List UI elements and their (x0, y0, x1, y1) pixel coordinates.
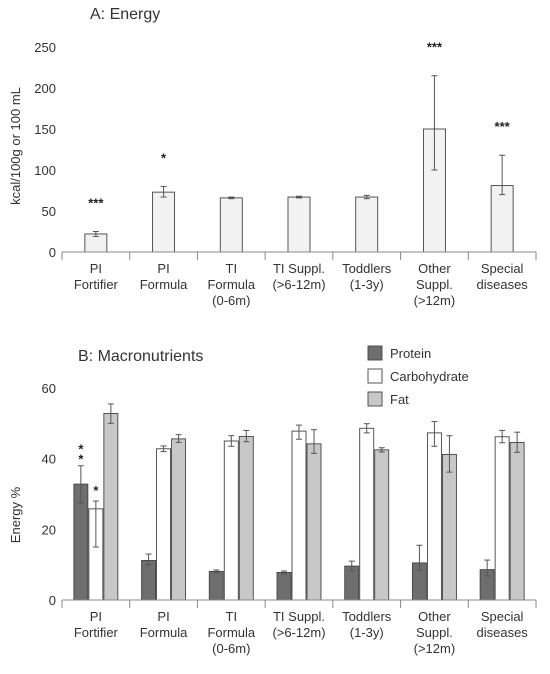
panel-a-category-label: (>12m) (414, 293, 456, 308)
panel-a-category-label: Suppl. (416, 277, 453, 292)
panel-a-category-label: Special (481, 261, 524, 276)
panel-b-x-axis (61, 599, 537, 608)
panel-b-category-label: (0-6m) (212, 641, 250, 656)
panel-a-category-label: (1-3y) (350, 277, 384, 292)
panel-a-bar (152, 191, 176, 253)
panel-b-bar-fat (509, 441, 525, 601)
panel-a-error-bars (92, 75, 506, 237)
panel-a-energy-chart: A: Energy kcal/100g or 100 mL 0 50 100 150 2… (8, 6, 537, 308)
panel-b-significance-marker: * (78, 452, 84, 467)
panel-a-y-tick-label: 150 (34, 122, 56, 137)
panel-b-category-label: Formula (207, 625, 255, 640)
panel-b-bar-fat (306, 443, 322, 601)
panel-a-bar (355, 196, 379, 253)
legend-swatch-protein (367, 345, 383, 361)
panel-b-bar-carbohydrate (223, 440, 239, 601)
panel-b-bar-fat (103, 412, 119, 601)
panel-a-significance-markers: ********** (88, 40, 510, 211)
panel-b-category-label: PI (90, 609, 102, 624)
panel-b-legend: Protein Carbohydrate Fat (367, 345, 469, 407)
panel-b-category-label: Other (418, 609, 451, 624)
panel-b-category-label: PI (157, 609, 169, 624)
panel-a-category-label: Other (418, 261, 451, 276)
panel-b-y-tick-label: 0 (49, 593, 56, 608)
panel-a-y-tick-label: 250 (34, 40, 56, 55)
panel-b-significance-markers: *** (78, 442, 99, 498)
legend-swatch-carbohydrate (367, 368, 383, 384)
panel-a-significance-marker: *** (427, 40, 443, 55)
panel-b-bar-carbohydrate (291, 430, 307, 601)
panel-a-category-label: Fortifier (74, 277, 119, 292)
panel-a-significance-marker: *** (88, 196, 104, 211)
panel-a-title: A: Energy (90, 6, 160, 23)
panel-b-bar-protein (208, 570, 224, 601)
panel-b-category-label: Fortifier (74, 625, 119, 640)
panel-b-bar-protein (276, 571, 292, 601)
legend-label-carbohydrate: Carbohydrate (390, 369, 469, 384)
panel-b-category-label: Toddlers (342, 609, 392, 624)
panel-b-title: B: Macronutrients (78, 348, 203, 365)
panel-a-bar (490, 185, 514, 253)
panel-a-category-label: (>6-12m) (272, 277, 325, 292)
panel-b-bar-carbohydrate (494, 436, 510, 601)
panel-b-bar-carbohydrate (426, 432, 442, 601)
panel-b-significance-marker: * (93, 483, 99, 498)
panel-a-y-tick-label: 100 (34, 163, 56, 178)
panel-b-bar-fat (171, 438, 187, 601)
panel-b-bar-protein (141, 559, 157, 601)
panel-a-significance-marker: * (161, 150, 167, 165)
panel-a-y-axis-label: kcal/100g or 100 mL (8, 87, 23, 205)
panel-b-bars (73, 412, 525, 601)
panel-b-bar-carbohydrate (359, 427, 375, 601)
panel-b-category-label: diseases (476, 625, 528, 640)
panel-a-category-label: (0-6m) (212, 293, 250, 308)
panel-b-category-label: TI (226, 609, 238, 624)
panel-b-bar-fat (441, 453, 457, 601)
panel-a-bar (219, 197, 243, 253)
panel-a-bars (84, 128, 514, 253)
panel-a-y-tick-label: 0 (49, 245, 56, 260)
panel-b-bar-carbohydrate (156, 448, 172, 601)
panel-b-category-label: Special (481, 609, 524, 624)
panel-a-y-tick-label: 50 (42, 204, 56, 219)
panel-b-y-tick-label: 20 (42, 522, 56, 537)
panel-b-bar-fat (238, 435, 254, 601)
panel-a-category-label: Toddlers (342, 261, 392, 276)
panel-a-x-axis (61, 251, 537, 260)
panel-a-category-label: diseases (476, 277, 528, 292)
panel-b-category-label: (1-3y) (350, 625, 384, 640)
panel-a-category-label: PI (90, 261, 102, 276)
panel-a-y-ticks: 0 50 100 150 200 250 (34, 40, 56, 260)
legend-swatch-fat (367, 391, 383, 407)
panel-b-category-label: Formula (140, 625, 188, 640)
panel-b-y-tick-label: 60 (42, 381, 56, 396)
panel-a-category-label: TI Suppl. (273, 261, 325, 276)
panel-b-y-ticks: 0 20 40 60 (42, 381, 56, 608)
panel-b-y-axis-label: Energy % (8, 486, 23, 543)
panel-a-significance-marker: *** (495, 119, 511, 134)
panel-b-error-bars (77, 403, 521, 577)
panel-b-category-label: TI Suppl. (273, 609, 325, 624)
panel-a-category-label: TI (226, 261, 238, 276)
panel-b-y-tick-label: 40 (42, 452, 56, 467)
panel-b-significance-marker: * (78, 442, 84, 457)
panel-a-bar (287, 196, 311, 253)
panel-b-category-label: (>12m) (414, 641, 456, 656)
panel-a-category-label: PI (157, 261, 169, 276)
legend-label-protein: Protein (390, 346, 431, 361)
panel-a-category-label: Formula (207, 277, 255, 292)
legend-label-fat: Fat (390, 392, 409, 407)
panel-b-category-label: Suppl. (416, 625, 453, 640)
panel-a-y-tick-label: 200 (34, 81, 56, 96)
panel-b-bar-fat (374, 449, 390, 601)
panel-a-category-label: Formula (140, 277, 188, 292)
panel-b-category-label: (>6-12m) (272, 625, 325, 640)
